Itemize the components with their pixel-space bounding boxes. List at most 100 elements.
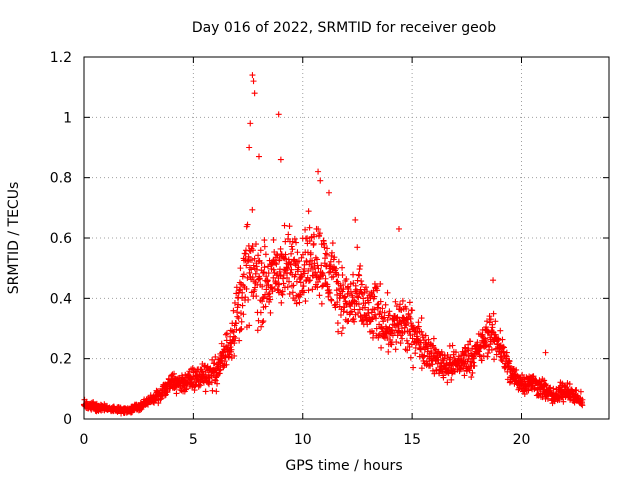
data-point	[350, 271, 357, 278]
data-point	[256, 153, 262, 160]
data-point	[482, 343, 489, 350]
data-point	[235, 315, 242, 322]
data-point	[330, 273, 337, 280]
data-point	[258, 260, 265, 267]
data-point	[300, 289, 307, 296]
data-point	[392, 298, 399, 305]
data-point	[294, 249, 301, 256]
data-point	[377, 280, 384, 287]
data-point	[249, 206, 256, 213]
data-point	[541, 377, 548, 384]
data-points	[80, 72, 586, 417]
data-point	[539, 394, 546, 401]
data-point	[301, 270, 308, 277]
data-point	[220, 349, 227, 356]
data-point	[315, 168, 322, 175]
data-point	[288, 266, 295, 273]
data-point	[521, 391, 528, 398]
data-point	[286, 290, 293, 297]
data-point	[331, 254, 338, 261]
data-point	[335, 258, 342, 265]
data-point	[407, 332, 414, 339]
data-point	[426, 353, 433, 360]
data-point	[237, 265, 244, 272]
data-point	[191, 387, 198, 394]
data-point	[418, 328, 425, 335]
data-point	[249, 72, 256, 79]
data-point	[249, 247, 256, 254]
data-point	[382, 301, 389, 308]
data-point	[263, 273, 270, 280]
data-point	[349, 294, 356, 301]
data-point	[257, 309, 264, 316]
data-point	[182, 386, 189, 393]
data-point	[279, 288, 286, 295]
data-point	[307, 277, 314, 284]
data-point	[499, 336, 506, 343]
data-point	[396, 225, 402, 232]
data-point	[368, 316, 375, 323]
data-point	[227, 344, 234, 351]
data-point	[240, 271, 247, 278]
data-point	[211, 360, 218, 367]
data-point	[339, 264, 346, 271]
data-point	[315, 226, 322, 233]
data-point	[422, 332, 429, 339]
data-point	[503, 349, 510, 356]
data-point	[338, 330, 345, 337]
x-tick-label: 5	[189, 432, 198, 448]
data-point	[245, 253, 252, 260]
data-point	[310, 240, 317, 247]
data-point	[161, 392, 168, 399]
data-point	[273, 261, 280, 268]
data-point	[233, 290, 240, 297]
data-point	[332, 265, 339, 272]
data-point	[497, 327, 504, 334]
data-point	[472, 342, 479, 349]
data-point	[357, 262, 364, 269]
data-point	[250, 78, 257, 85]
data-point	[323, 251, 330, 258]
data-point	[255, 252, 262, 259]
data-point	[465, 341, 472, 348]
data-point	[311, 233, 318, 240]
data-point	[314, 284, 321, 291]
y-tick-label: 1	[63, 110, 72, 126]
data-point	[261, 243, 268, 250]
data-point	[305, 208, 312, 215]
y-axis-label: SRMTID / TECUs	[6, 182, 22, 295]
data-point	[379, 305, 386, 312]
data-point	[196, 381, 203, 388]
data-point	[285, 231, 292, 238]
data-point	[228, 346, 235, 353]
data-point	[370, 330, 377, 337]
data-point	[365, 299, 372, 306]
data-point	[334, 320, 341, 327]
data-point	[579, 396, 586, 403]
data-point	[309, 286, 316, 293]
data-point	[326, 189, 332, 196]
data-point	[463, 351, 470, 358]
data-point	[371, 293, 378, 300]
data-point	[409, 307, 416, 314]
data-point	[256, 275, 263, 282]
data-point	[297, 279, 304, 286]
data-point	[421, 352, 428, 359]
data-point	[403, 305, 410, 312]
data-point	[478, 357, 485, 364]
data-point	[226, 351, 233, 358]
data-point	[356, 266, 363, 273]
data-point	[244, 221, 251, 228]
data-point	[258, 323, 265, 330]
data-point	[257, 247, 264, 254]
data-point	[500, 344, 507, 351]
data-point	[480, 352, 487, 359]
data-point	[389, 327, 396, 334]
data-point	[239, 302, 246, 309]
data-point	[396, 329, 403, 336]
data-point	[238, 325, 245, 332]
data-point	[324, 245, 331, 252]
data-point	[412, 350, 419, 357]
data-point	[464, 347, 471, 354]
